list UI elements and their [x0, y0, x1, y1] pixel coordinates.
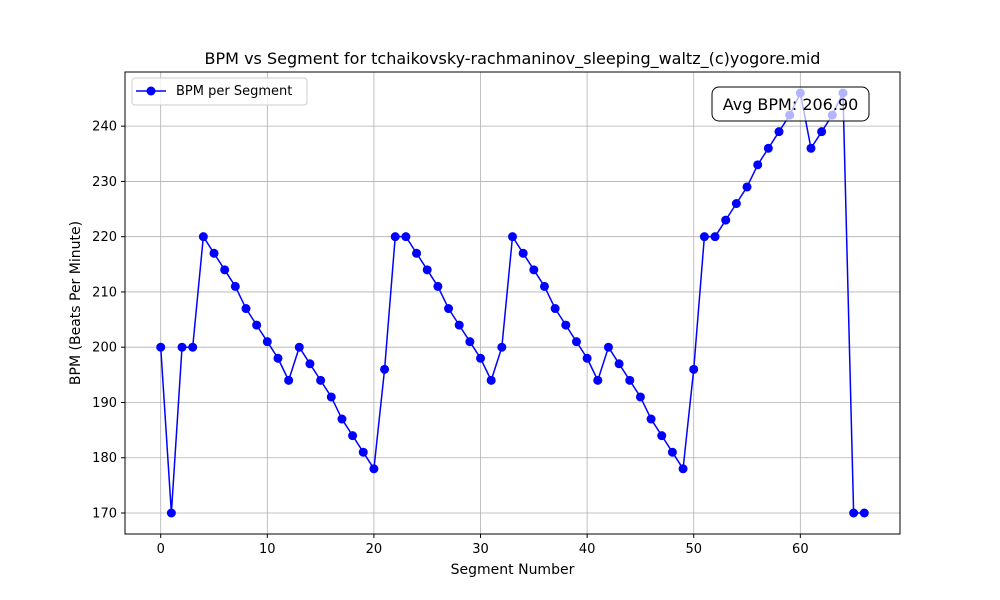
y-tick-label: 200: [92, 341, 117, 356]
data-point: [433, 281, 443, 291]
data-point: [294, 342, 304, 352]
y-axis-label: BPM (Beats Per Minute): [68, 221, 84, 385]
annotation-box: [711, 86, 870, 122]
data-point: [753, 160, 763, 170]
data-point: [209, 248, 219, 258]
data-point: [273, 353, 283, 363]
data-point: [582, 353, 592, 363]
data-point: [763, 143, 773, 153]
data-point: [476, 353, 486, 363]
axis-ticks: 0 10 20 30 40 50 60 170 180 190 200 210 220 230 240: [92, 120, 808, 557]
y-tick-label: 210: [92, 285, 117, 300]
data-point: [369, 464, 379, 474]
data-point: [284, 375, 294, 385]
y-tick-label: 240: [92, 120, 117, 135]
plot-frame: [124, 71, 901, 535]
data-point: [497, 342, 507, 352]
legend: BPM per Segment: [131, 77, 308, 106]
data-point: [486, 375, 496, 385]
annotation-text: Avg BPM: 206.90: [723, 95, 859, 114]
average-annotation: Avg BPM: 206.90: [711, 86, 870, 122]
data-point: [454, 320, 464, 330]
data-point: [635, 392, 645, 402]
data-point: [657, 431, 667, 441]
legend-box: [131, 77, 308, 106]
data-point: [678, 464, 688, 474]
data-point: [326, 392, 336, 402]
data-point: [859, 508, 869, 518]
data-point: [348, 431, 358, 441]
data-point: [774, 127, 784, 137]
data-point: [806, 143, 816, 153]
x-axis-label: Segment Number: [451, 562, 575, 578]
data-point: [689, 364, 699, 374]
x-tick-label: 10: [259, 542, 276, 557]
data-point: [539, 281, 549, 291]
data-point: [262, 337, 272, 347]
data-point: [667, 447, 677, 457]
data-point: [571, 337, 581, 347]
data-point: [156, 342, 166, 352]
x-tick-label: 30: [472, 542, 489, 557]
data-point: [625, 375, 635, 385]
data-point: [337, 414, 347, 424]
data-point: [817, 127, 827, 137]
chart-title: BPM vs Segment for tchaikovsky-rachmanin…: [205, 49, 821, 69]
data-point: [721, 215, 731, 225]
y-tick-label: 190: [92, 396, 117, 411]
data-point: [412, 248, 422, 258]
data-point: [316, 375, 326, 385]
x-tick-label: 0: [157, 542, 165, 557]
data-point: [699, 232, 709, 242]
data-point: [710, 232, 720, 242]
data-point: [401, 232, 411, 242]
data-point: [444, 304, 454, 314]
x-tick-label: 40: [579, 542, 596, 557]
data-point: [220, 265, 230, 275]
data-point: [188, 342, 198, 352]
data-point: [646, 414, 656, 424]
data-point: [742, 182, 752, 192]
y-tick-label: 220: [92, 230, 117, 245]
data-point: [518, 248, 528, 258]
data-point: [241, 304, 251, 314]
data-point: [465, 337, 475, 347]
grid-lines: [125, 72, 900, 534]
data-point: [358, 447, 368, 457]
data-point: [561, 320, 571, 330]
legend-marker-swatch: [146, 86, 156, 96]
data-point: [198, 232, 208, 242]
y-tick-label: 180: [92, 451, 117, 466]
data-point: [603, 342, 613, 352]
data-point: [305, 359, 315, 369]
y-tick-label: 170: [92, 507, 117, 522]
x-tick-label: 20: [366, 542, 383, 557]
data-point: [593, 375, 603, 385]
data-point: [390, 232, 400, 242]
data-point: [849, 508, 859, 518]
data-point: [508, 232, 517, 242]
data-point: [230, 281, 240, 291]
y-tick-label: 230: [92, 175, 117, 190]
x-tick-label: 60: [792, 542, 809, 557]
legend-label: BPM per Segment: [176, 84, 292, 99]
data-point: [177, 342, 187, 352]
data-point: [731, 199, 741, 209]
x-tick-label: 50: [685, 542, 702, 557]
data-point: [422, 265, 432, 275]
data-point: [550, 304, 560, 314]
data-point: [614, 359, 624, 369]
data-point: [529, 265, 539, 275]
data-point: [380, 364, 390, 374]
data-point: [166, 508, 176, 518]
data-point: [252, 320, 262, 330]
